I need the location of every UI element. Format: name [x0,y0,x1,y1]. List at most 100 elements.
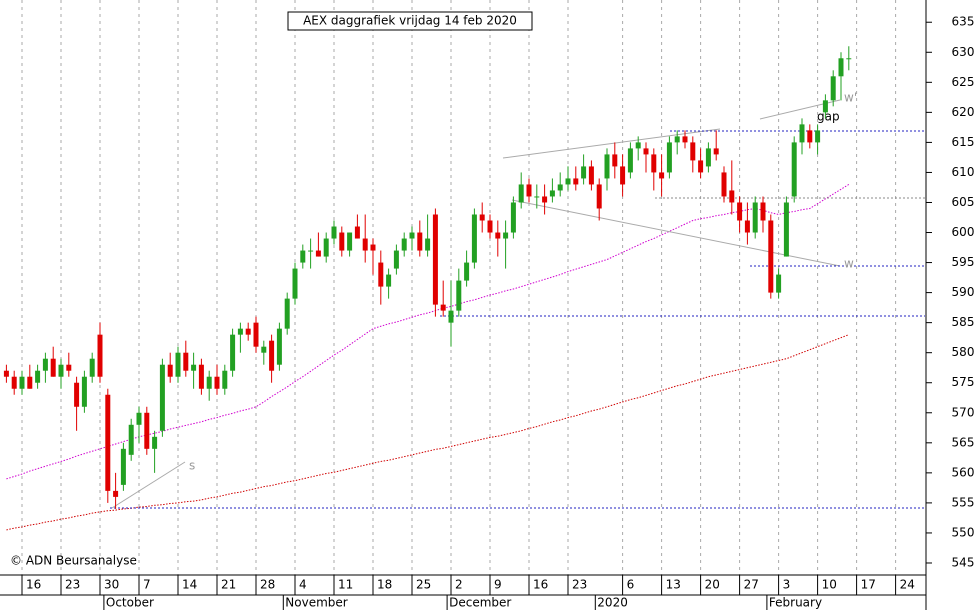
y-tick-label: 630 [952,45,975,59]
annotation: gap [817,110,840,124]
x-tick-label: 20 [705,578,720,592]
candle-body [393,250,399,269]
candle-body [276,328,282,365]
candle-body [479,214,485,221]
candle-body [66,364,72,371]
candle-body [768,220,774,293]
candle-body [838,58,844,77]
candle-body [456,280,462,311]
candle-body [74,382,80,407]
credit: © ADN Beursanalyse [10,554,137,568]
candle-body [581,166,587,179]
y-tick-label: 545 [952,555,975,569]
x-tick-label: 7 [143,578,151,592]
candle-body [503,232,509,239]
support-line [111,461,186,509]
candle-body [471,214,477,263]
month-label: November [285,596,347,610]
x-tick-label: 14 [182,578,197,592]
candle-body [191,364,197,371]
support-line [511,199,841,267]
x-tick-label: 25 [416,578,431,592]
x-tick-label: 23 [65,578,80,592]
candle-body [222,370,228,389]
candle-body [152,436,158,449]
candle-body [807,130,813,143]
candle-body [604,154,610,179]
candle-body [698,160,704,173]
candle-body [386,274,392,287]
month-label: October [106,596,154,610]
month-label: February [769,596,822,610]
candle-body [58,364,64,377]
y-tick-label: 570 [952,405,975,419]
y-tick-label: 585 [952,315,975,329]
candle-body [214,376,220,389]
month-label: December [449,596,511,610]
candle-body [557,184,563,191]
title-box [287,11,533,31]
candle-body [269,340,275,371]
candle-body [666,142,672,173]
x-tick-label: 2 [455,578,463,592]
candle-body [542,196,548,203]
y-tick-label: 555 [952,495,975,509]
candle-body [315,250,321,257]
x-tick-label: 3 [783,578,791,592]
candle-body [510,202,516,233]
candle-body [167,364,173,377]
resistance-line [502,128,721,159]
candle-body [292,268,298,299]
candle-body [19,376,25,389]
y-tick-label: 590 [952,285,975,299]
candle-body [432,214,438,305]
candle-body [565,178,571,185]
annotation-lines [110,99,925,509]
y-tick-label: 575 [952,375,975,389]
candle-body [417,232,423,251]
candle-body [378,262,384,287]
candle-body [113,490,119,497]
candle-body [253,322,259,347]
candle-body [783,202,789,257]
candle-body [370,244,376,251]
candle-body [42,358,48,371]
x-tick-label: 21 [221,578,236,592]
candle-body [183,352,189,371]
candle-body [721,172,727,197]
candle-body [339,232,345,251]
candle-body [518,184,524,203]
annotation: s [189,459,195,473]
candle-body [799,124,805,143]
y-tick-label: 635 [952,15,975,29]
candle-body [97,334,103,377]
annotation: w [844,257,854,271]
y-tick-label: 615 [952,135,975,149]
candle-body [440,304,446,311]
candle-body [643,148,649,155]
x-tick-label: 18 [377,578,392,592]
candle-body [830,76,836,101]
candle-body [89,358,95,377]
candle-body [729,190,735,203]
candle-body [237,328,243,335]
x-tick-label: 30 [104,578,119,592]
x-tick-label: 6 [627,578,635,592]
candle-body [206,376,212,389]
candle-body [175,352,181,377]
candle-body [159,364,165,431]
candle-body [81,376,87,407]
x-tick-label: 10 [822,578,837,592]
x-tick-label: 16 [533,578,548,592]
x-tick-label: 24 [900,578,915,592]
x-tick-label: 11 [338,578,353,592]
candle-body [347,232,353,251]
y-tick-label: 625 [952,75,975,89]
candle-body [534,196,540,198]
candle-body [846,58,852,60]
moving-average [6,334,849,531]
candle-body [737,202,743,221]
y-tick-label: 600 [952,225,975,239]
candle-body [323,238,329,257]
y-tick-label: 595 [952,255,975,269]
